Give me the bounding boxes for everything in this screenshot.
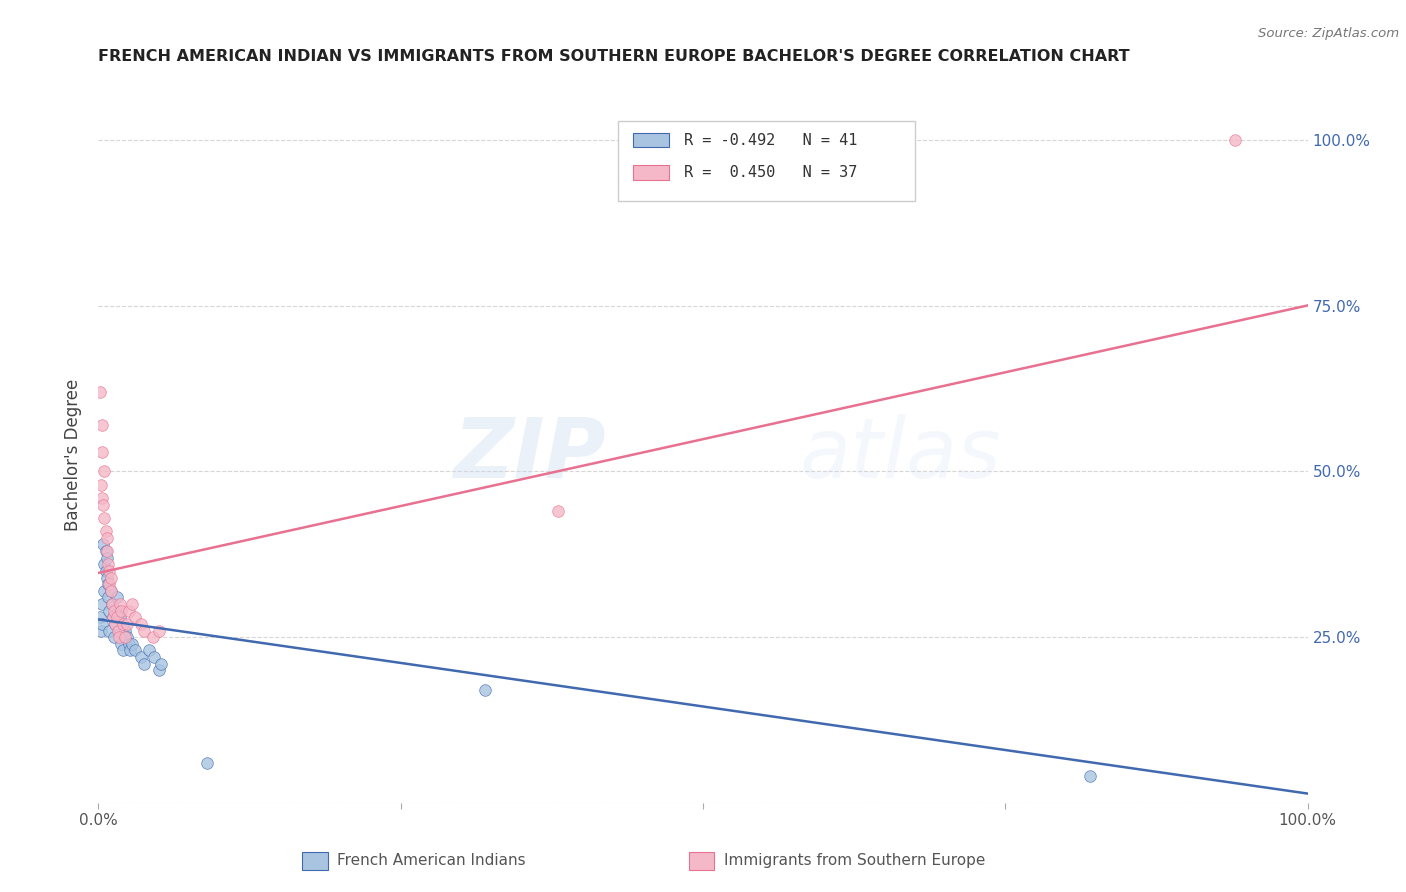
Point [111,616,134,631]
Text: Source: ZipAtlas.com: Source: ZipAtlas.com [1258,27,1399,40]
Point [93,511,115,525]
Point [100,570,122,584]
Point [103,630,125,644]
Point [129,650,152,665]
Point [91,418,114,433]
Point [100,583,122,598]
Point [105,610,128,624]
Point [105,591,128,605]
Point [107,624,129,638]
Point [114,624,136,638]
Point [98,577,121,591]
Text: atlas: atlas [800,415,1001,495]
Point [94,564,117,578]
Point [111,643,134,657]
Point [89,610,111,624]
Text: ZIP: ZIP [454,415,606,495]
FancyBboxPatch shape [633,133,669,147]
Text: FRENCH AMERICAN INDIAN VS IMMIGRANTS FROM SOUTHERN EUROPE BACHELOR'S DEGREE CORR: FRENCH AMERICAN INDIAN VS IMMIGRANTS FRO… [98,49,1130,64]
Point [96,570,118,584]
Point [94,524,117,538]
Point [143,650,166,665]
Point [91,444,114,458]
Point [97,558,120,572]
Point [98,604,121,618]
Y-axis label: Bachelor's Degree: Bachelor's Degree [65,379,83,531]
Point [195,756,218,770]
Point [91,597,114,611]
Point [100,597,122,611]
Point [89,384,111,399]
Point [91,491,114,505]
Point [118,637,141,651]
Point [104,616,127,631]
Point [90,477,112,491]
FancyBboxPatch shape [633,166,669,180]
Point [100,583,122,598]
Point [97,577,120,591]
Point [121,597,143,611]
Point [134,657,156,671]
Point [101,610,124,624]
Point [90,624,112,638]
Point [110,604,132,618]
Point [117,630,139,644]
Point [148,663,170,677]
Point [108,610,131,624]
Point [134,624,156,638]
FancyBboxPatch shape [619,121,915,201]
Point [1078,769,1101,783]
Point [118,643,141,657]
Point [107,604,129,618]
Point [121,637,143,651]
Point [97,591,120,605]
Point [103,604,125,618]
Point [98,564,121,578]
Text: R =  0.450   N = 37: R = 0.450 N = 37 [683,165,858,180]
Point [142,630,165,644]
Point [108,630,131,644]
Point [101,610,124,624]
Point [108,597,131,611]
Point [96,544,118,558]
Point [91,498,114,512]
Point [474,683,496,698]
Text: R = -0.492   N = 41: R = -0.492 N = 41 [683,133,858,147]
Point [150,657,173,671]
Point [110,637,132,651]
Point [93,465,115,479]
Point [100,597,122,611]
Point [129,616,152,631]
Point [93,583,115,598]
Point [91,616,114,631]
Point [148,624,170,638]
Point [94,544,117,558]
Point [138,643,160,657]
Point [547,504,569,518]
Point [1223,133,1246,147]
Point [104,616,127,631]
Point [108,624,131,638]
Point [91,537,114,551]
Point [96,531,118,545]
Point [124,610,146,624]
Point [96,550,118,565]
Point [118,604,141,618]
Point [117,616,139,631]
Point [114,630,136,644]
Text: French American Indians: French American Indians [337,854,526,868]
Point [93,558,115,572]
Point [124,643,146,657]
Point [98,624,121,638]
Text: Immigrants from Southern Europe: Immigrants from Southern Europe [724,854,986,868]
